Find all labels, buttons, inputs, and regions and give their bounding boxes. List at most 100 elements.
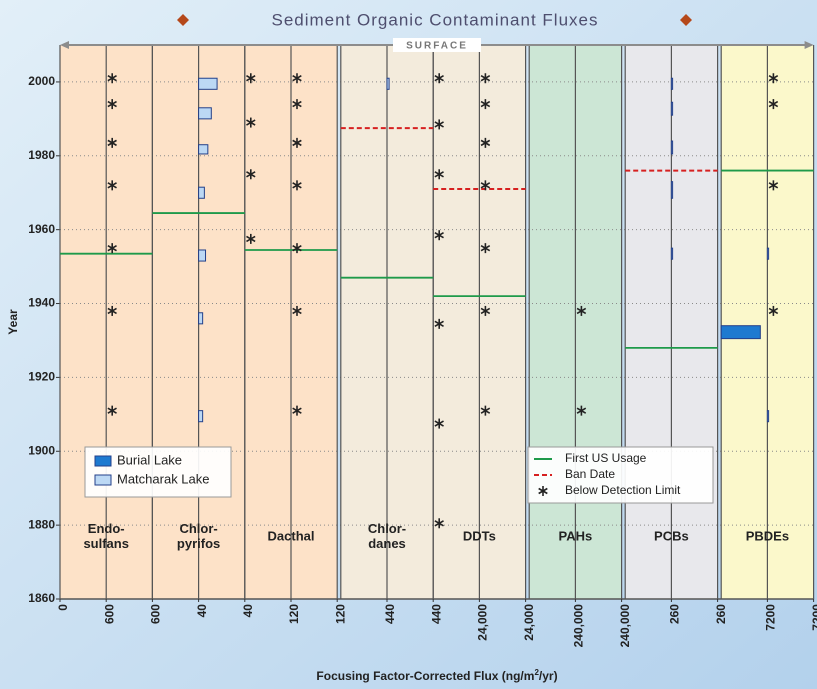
asterisk-stroke	[480, 100, 491, 108]
x-tick-label: 240,000	[618, 604, 632, 648]
asterisk-stroke	[246, 235, 256, 243]
panel-label: Chlor-	[179, 521, 217, 536]
x-tick-label: 600	[102, 604, 116, 624]
panel-label: PAHs	[559, 528, 593, 543]
below-detection-marker	[434, 230, 444, 241]
x-tick-label: 40	[241, 604, 255, 618]
asterisk-stroke	[246, 75, 256, 82]
below-detection-marker	[292, 180, 302, 191]
y-tick-label: 1880	[28, 517, 55, 531]
asterisk-stroke	[768, 182, 779, 189]
below-detection-marker	[434, 518, 444, 529]
flux-bar	[386, 77, 390, 90]
flux-bar	[670, 77, 674, 90]
surface-arrow	[804, 41, 814, 49]
chart-title: Sediment Organic Contaminant Fluxes	[272, 10, 599, 29]
x-axis-label-main: Focusing Factor-Corrected Flux (ng/m	[316, 669, 534, 683]
x-tick-label: 440	[383, 604, 397, 624]
x-tick-label: 7200	[764, 604, 778, 631]
asterisk-stroke	[107, 182, 117, 189]
y-tick-label: 1940	[28, 296, 55, 310]
legend-swatch	[94, 474, 112, 486]
below-detection-marker	[576, 405, 587, 416]
surface-box	[393, 38, 481, 52]
surface-label: SURFACE	[406, 41, 468, 52]
asterisk-stroke	[480, 307, 491, 315]
below-detection-marker	[434, 418, 444, 429]
below-detection-marker	[107, 99, 117, 110]
panel-label: DDTs	[463, 528, 496, 543]
panel-label: Chlor-	[368, 521, 406, 536]
asterisk-stroke	[107, 75, 117, 82]
below-detection-marker	[434, 119, 444, 130]
flux-bar	[198, 312, 204, 325]
x-tick-label: 0	[56, 604, 70, 611]
below-detection-marker	[246, 169, 256, 180]
legend-box	[84, 446, 232, 498]
below-detection-marker	[480, 73, 491, 84]
below-detection-marker	[107, 405, 117, 416]
y-tick-label: 1860	[28, 591, 55, 605]
flux-bar	[198, 77, 218, 90]
y-tick-label: 2000	[28, 74, 55, 88]
asterisk-stroke	[434, 232, 444, 239]
below-detection-marker	[576, 305, 587, 316]
flux-bar	[766, 247, 770, 260]
asterisk-stroke	[292, 75, 302, 82]
below-detection-marker	[434, 73, 444, 84]
flux-bar	[198, 144, 209, 155]
below-detection-marker	[292, 137, 302, 148]
asterisk-stroke	[480, 75, 491, 82]
below-detection-marker	[768, 180, 779, 191]
asterisk-stroke	[246, 119, 256, 126]
y-tick-label: 1980	[28, 148, 55, 162]
flux-bar	[198, 186, 205, 199]
below-detection-marker	[292, 73, 302, 84]
below-detection-marker	[768, 99, 779, 110]
asterisk-stroke	[292, 139, 302, 147]
y-axis-label: Year	[6, 309, 20, 335]
flux-bar	[670, 101, 674, 116]
legend-swatch	[94, 455, 112, 467]
panel-label: PCBs	[654, 528, 689, 543]
x-tick-label: 120	[287, 604, 301, 624]
asterisk-stroke	[538, 487, 548, 495]
below-detection-marker	[480, 305, 491, 316]
legend-label: Burial Lake	[117, 452, 182, 467]
x-tick-label: 24,000	[476, 604, 490, 641]
asterisk-stroke	[480, 407, 491, 414]
below-detection-marker	[292, 99, 302, 110]
asterisk-stroke	[576, 407, 587, 414]
asterisk-stroke	[434, 520, 444, 527]
flux-bar	[198, 107, 212, 120]
below-detection-marker	[480, 180, 491, 191]
asterisk-stroke	[292, 307, 302, 315]
surface-arrow	[60, 41, 69, 49]
asterisk-stroke	[246, 171, 256, 178]
legend-swatch	[538, 486, 548, 496]
below-detection-marker	[246, 73, 256, 84]
x-tick-label: 40	[195, 604, 209, 618]
flux-bar	[670, 181, 674, 199]
asterisk-stroke	[480, 182, 491, 189]
x-tick-label: 24,000	[522, 604, 536, 641]
asterisk-stroke	[292, 182, 302, 189]
asterisk-stroke	[480, 139, 491, 147]
flux-bar	[198, 249, 207, 262]
x-tick-label: 260	[668, 604, 682, 624]
legend-label: Matcharak Lake	[117, 471, 210, 486]
below-detection-marker	[107, 243, 117, 254]
legend-label: First US Usage	[565, 451, 647, 465]
legend-box	[527, 446, 714, 504]
x-tick-label: 600	[149, 604, 163, 624]
below-detection-marker	[107, 137, 117, 148]
panel-label: pyrifos	[177, 536, 220, 551]
title-diamond	[680, 14, 692, 26]
below-detection-marker	[768, 73, 779, 84]
below-detection-marker	[107, 305, 117, 316]
below-detection-marker	[246, 233, 256, 244]
asterisk-stroke	[434, 121, 444, 128]
x-tick-label: 120	[333, 604, 347, 624]
